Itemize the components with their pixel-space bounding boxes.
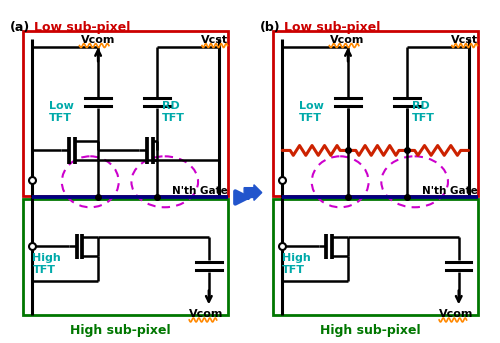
Text: Low sub-pixel: Low sub-pixel	[284, 21, 380, 34]
Bar	[22, 31, 229, 196]
Text: RD
TFT: RD TFT	[162, 102, 185, 123]
Text: Low sub-pixel: Low sub-pixel	[34, 21, 131, 34]
Bar	[22, 199, 229, 315]
Text: Vcom: Vcom	[189, 309, 224, 319]
Text: High
TFT: High TFT	[32, 253, 61, 275]
Text: High
TFT: High TFT	[282, 253, 311, 275]
Text: High sub-pixel: High sub-pixel	[320, 324, 421, 337]
Text: (a): (a)	[10, 21, 30, 34]
Text: Vcom: Vcom	[80, 35, 115, 45]
Bar	[272, 31, 478, 196]
FancyArrow shape	[244, 185, 262, 200]
Text: N'th Gate: N'th Gate	[172, 186, 228, 196]
Text: Low
TFT: Low TFT	[299, 102, 324, 123]
Bar	[272, 199, 478, 315]
Text: N'th Gate: N'th Gate	[422, 186, 477, 196]
Text: Vcst: Vcst	[451, 35, 478, 45]
Text: Vcom: Vcom	[439, 309, 474, 319]
Text: RD
TFT: RD TFT	[412, 102, 434, 123]
Text: Low
TFT: Low TFT	[49, 102, 74, 123]
Text: Vcst: Vcst	[201, 35, 228, 45]
Text: (b): (b)	[260, 21, 280, 34]
Text: Vcom: Vcom	[330, 35, 364, 45]
Text: High sub-pixel: High sub-pixel	[70, 324, 171, 337]
